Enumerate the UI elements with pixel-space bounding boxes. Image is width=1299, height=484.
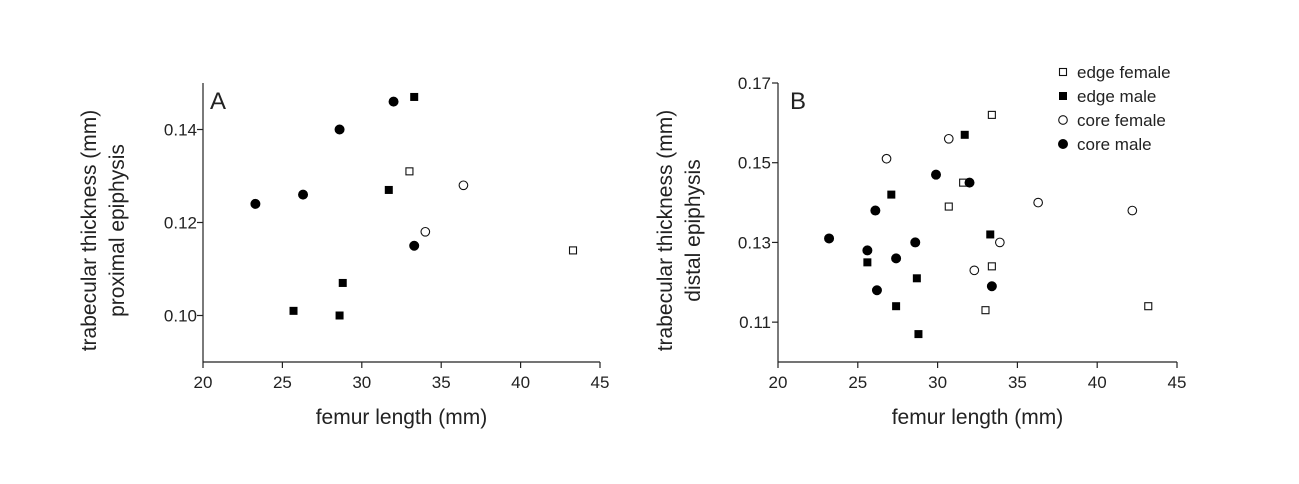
panel-a-point-core-female [420,226,431,237]
panel-b-y-axis-label: trabecular thickness (mm) [654,110,677,352]
panel-a-point-core-male [388,96,399,107]
panel-b-point-edge-male [863,258,872,267]
panel-a-point-edge-female [405,167,414,176]
panel-b-x-tick-label: 20 [769,373,788,392]
panel-a-point-edge-male [384,185,393,194]
panel-b-point-edge-male [914,330,923,339]
panel-b-x-axis-label: femur length (mm) [892,406,1064,429]
panel-b-point-edge-female [1144,302,1153,311]
panel-b-point-core-male [870,205,881,216]
panel-b-point-edge-female [981,306,990,315]
panel-a-label: A [210,88,226,115]
panel-a-point-core-male [298,189,309,200]
panel-a-y-tick-label: 0.14 [164,121,197,140]
panel-a-point-core-male [409,240,420,251]
panel-a-point-edge-female [568,246,578,255]
panel-b-point-core-male [964,177,975,188]
panel-b-point-core-male [824,233,835,244]
panel-a-x-tick-label: 45 [591,373,610,392]
panel-b-point-core-male [910,237,921,248]
panel-b-point-core-male [986,281,997,292]
panel-b-point-edge-female [987,262,996,271]
panel-b-y-tick-label: 0.17 [738,74,771,93]
panel-a-x-tick-label: 20 [194,373,213,392]
panel-b-x-tick-label: 25 [848,373,867,392]
legend-label-edge-female: edge female [1077,63,1171,82]
panel-a-point-core-male [334,124,345,135]
panel-b-point-core-male [862,245,873,256]
panel-b-point-core-male [871,285,882,296]
panel-b-point-core-female [969,265,980,276]
panel-b-point-core-male [931,169,942,180]
panel-a-point-edge-male [410,92,419,101]
panel-b-point-core-female [994,237,1005,248]
panel-a-point-edge-male [338,278,347,287]
panel-a-y-axis-label: trabecular thickness (mm) [78,110,101,352]
panel-b-point-core-female [1127,205,1138,216]
panel-b-y-tick-label: 0.15 [738,154,771,173]
panel-b-y-tick-label: 0.13 [738,233,771,252]
panel-a-x-axis-label: femur length (mm) [316,406,488,429]
panel-b-point-edge-male [887,190,896,199]
panel-b-label: B [790,88,806,115]
panel-b-y-axis-sublabel: distal epiphysis [682,159,705,301]
panel-b-point-core-male [891,253,902,264]
legend-marker-core-female [1058,115,1068,125]
legend-label-edge-male: edge male [1077,87,1156,106]
panel-a-point-edge-male [335,311,344,320]
panel-b-x-tick-label: 45 [1168,373,1187,392]
panel-b-point-core-female [943,133,954,144]
panel-a-point-core-male [250,198,261,209]
panel-b-point-edge-male [986,230,995,239]
panel-a-y-tick-label: 0.12 [164,214,197,233]
panel-a-point-core-female [458,180,469,191]
panel-b-x-tick-label: 30 [928,373,947,392]
panel-a-x-tick-label: 35 [432,373,451,392]
panel-b-point-edge-female [944,202,953,211]
panel-a-x-tick-label: 30 [352,373,371,392]
panel-b-point-edge-male [892,302,901,311]
legend-marker-edge-male [1059,92,1067,100]
panel-b-point-core-female [1033,197,1043,208]
panel-a-x-tick-label: 40 [511,373,530,392]
panel-a-y-axis-sublabel: proximal epiphysis [106,144,129,317]
panel-b-point-core-female [881,153,892,164]
legend-label-core-female: core female [1077,111,1166,130]
panel-b-point-edge-female [987,110,996,119]
panel-b-x-tick-label: 40 [1088,373,1107,392]
panel-a-point-edge-male [289,306,298,315]
panel-b-point-edge-male [912,274,921,283]
panel-a-y-tick-label: 0.10 [164,307,197,326]
panel-b-y-tick-label: 0.11 [739,313,771,332]
legend-marker-edge-female [1058,67,1068,77]
panel-b-point-edge-male [960,130,969,139]
legend-marker-core-male [1058,139,1068,149]
panel-a-x-tick-label: 25 [273,373,292,392]
panel-b-x-tick-label: 35 [1008,373,1027,392]
legend-label-core-male: core male [1077,135,1152,154]
